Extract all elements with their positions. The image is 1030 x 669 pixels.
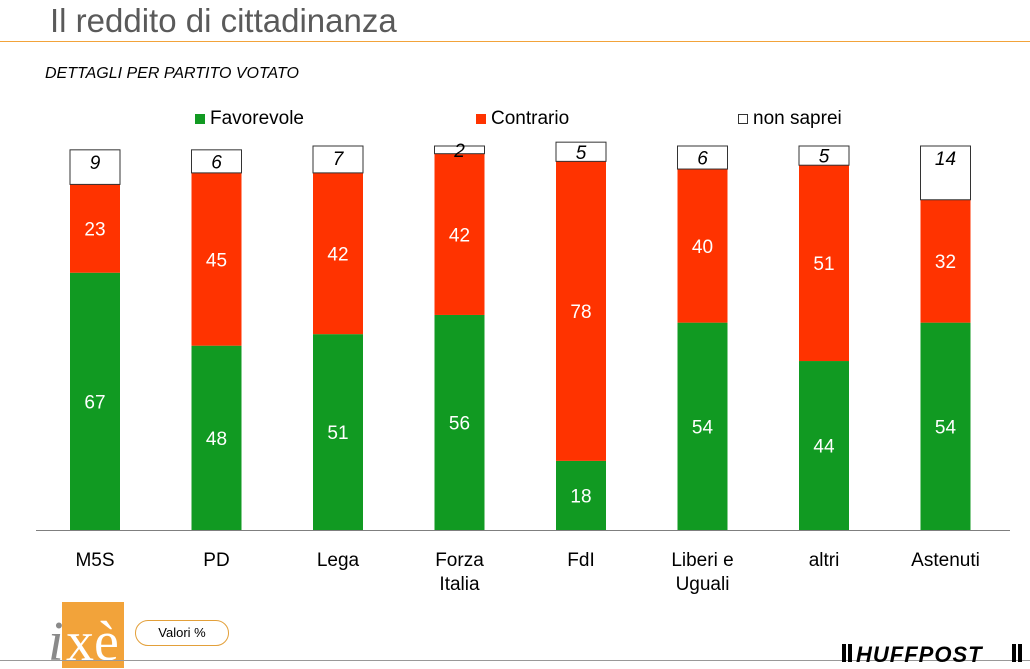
bar-segment-favorevole	[920, 322, 971, 530]
chart-subtitle: DETTAGLI PER PARTITO VOTATO	[45, 65, 299, 82]
category-label: M5S	[75, 550, 114, 571]
legend-label-favorevole: Favorevole	[210, 108, 304, 129]
category-label: Astenuti	[911, 550, 980, 571]
data-label: 14	[935, 149, 956, 170]
data-label: 5	[576, 143, 587, 164]
data-label: 40	[692, 237, 713, 258]
legend-label-non-saprei: non saprei	[753, 108, 842, 129]
data-label: 5	[819, 147, 830, 168]
bar-segment-non-saprei	[798, 145, 850, 166]
data-label: 78	[570, 302, 591, 323]
bar-segment-non-saprei	[920, 145, 971, 201]
category-label: FdI	[567, 550, 594, 571]
data-label: 51	[813, 254, 834, 275]
data-label: 9	[90, 153, 101, 174]
data-label: 7	[333, 149, 345, 170]
data-label: 23	[84, 220, 105, 241]
ixe-logo: i xè	[48, 602, 124, 668]
legend-swatch-non-saprei	[738, 114, 748, 124]
svg-text:HUFFPOST: HUFFPOST	[856, 642, 983, 666]
category-label: Uguali	[676, 574, 730, 595]
page-title: Il reddito di cittadinanza	[50, 2, 397, 39]
title-divider	[0, 41, 1030, 42]
svg-text:i: i	[48, 611, 64, 668]
bar-segment-favorevole	[677, 322, 728, 530]
bar-segment-contrario	[799, 165, 849, 362]
bar-segment-contrario	[191, 172, 242, 346]
bar-segment-non-saprei	[312, 145, 364, 174]
data-label: 51	[327, 423, 348, 444]
data-label: 44	[813, 437, 835, 458]
category-label: PD	[203, 550, 229, 571]
bar-segment-non-saprei	[555, 141, 607, 162]
values-percent-note: Valori %	[135, 620, 229, 646]
bar-segment-favorevole	[434, 314, 485, 530]
bar-segment-non-saprei	[191, 149, 242, 174]
bar-segment-non-saprei	[677, 145, 728, 170]
bar-segment-favorevole	[556, 460, 606, 530]
footer-divider	[0, 660, 1030, 661]
data-label: 32	[935, 252, 956, 273]
legend-non-saprei: non saprei	[738, 108, 842, 130]
category-label: Italia	[439, 574, 480, 595]
legend-contrario: Contrario	[476, 108, 569, 130]
data-label: 67	[84, 392, 105, 413]
bar-segment-favorevole	[799, 361, 849, 530]
bar-segment-contrario	[556, 161, 606, 461]
data-label: 18	[570, 486, 591, 507]
bar-segment-contrario	[677, 169, 728, 323]
bar-segment-contrario	[920, 199, 971, 323]
bar-segment-non-saprei	[69, 149, 121, 185]
category-label: altri	[809, 550, 840, 571]
data-label: 54	[935, 417, 957, 438]
legend-swatch-contrario	[476, 114, 486, 124]
bar-segment-favorevole	[70, 272, 120, 530]
category-label: Lega	[317, 550, 360, 571]
bar-segment-contrario	[70, 184, 120, 273]
data-label: 6	[211, 152, 222, 173]
data-label: 48	[206, 429, 227, 450]
category-label: Liberi e	[671, 550, 733, 571]
bar-segment-contrario	[434, 153, 485, 315]
data-label: 42	[449, 225, 470, 246]
huffpost-logo: HUFFPOST	[842, 642, 1022, 666]
legend-label-contrario: Contrario	[491, 108, 570, 129]
category-label: Forza	[435, 550, 484, 571]
bar-segment-favorevole	[313, 334, 363, 530]
data-label: 6	[697, 149, 708, 170]
data-label: 56	[449, 413, 470, 434]
legend-swatch-favorevole	[195, 114, 205, 124]
data-label: 42	[327, 245, 348, 266]
svg-text:xè: xè	[66, 611, 119, 668]
data-label: 54	[692, 417, 714, 438]
bar-segment-contrario	[313, 172, 363, 335]
data-label: 2	[453, 141, 465, 162]
data-label: 45	[206, 250, 227, 271]
bar-segment-favorevole	[191, 345, 242, 530]
bar-segment-non-saprei	[434, 145, 485, 155]
legend-favorevole: Favorevole	[195, 108, 304, 130]
